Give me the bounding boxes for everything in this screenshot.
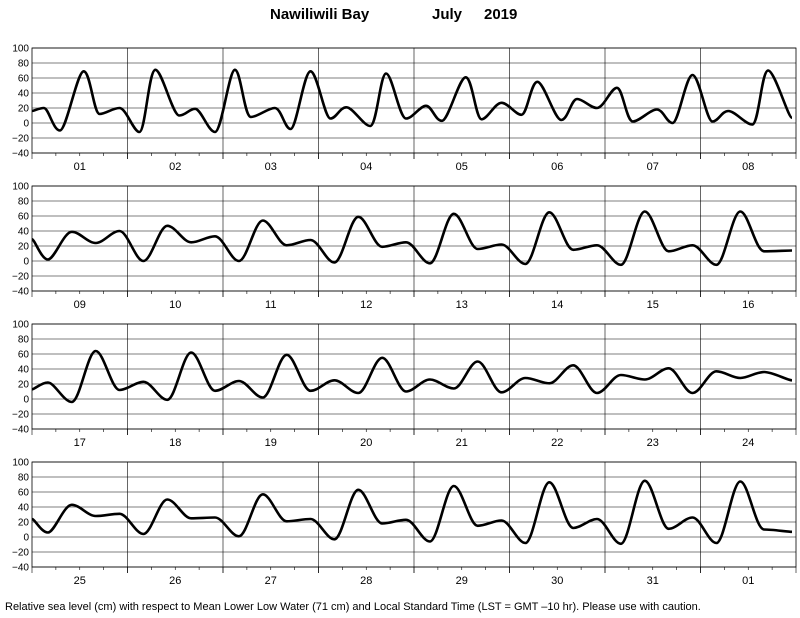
- y-tick-label: 60: [18, 212, 30, 223]
- day-label: 12: [360, 299, 372, 311]
- y-tick-label: −40: [12, 563, 29, 574]
- day-label: 30: [551, 575, 563, 587]
- tide-series-line: [31, 479, 793, 546]
- title-month: July: [432, 6, 463, 23]
- y-tick-label: 0: [23, 119, 29, 130]
- day-label: 07: [647, 161, 659, 173]
- tide-series-line: [31, 349, 793, 404]
- y-tick-label: 80: [18, 473, 30, 484]
- y-tick-label: 40: [18, 365, 30, 376]
- day-label: 20: [360, 437, 372, 449]
- day-label: 10: [169, 299, 181, 311]
- y-tick-label: −20: [12, 272, 29, 283]
- day-label: 05: [456, 161, 468, 173]
- y-tick-label: −40: [12, 287, 29, 298]
- y-tick-label: 100: [12, 320, 29, 331]
- day-label: 31: [647, 575, 659, 587]
- y-tick-label: 100: [12, 182, 29, 193]
- y-tick-label: 60: [18, 488, 30, 499]
- day-label: 19: [265, 437, 277, 449]
- y-tick-label: 0: [23, 257, 29, 268]
- y-tick-label: 0: [23, 395, 29, 406]
- day-label: 25: [74, 575, 86, 587]
- y-tick-label: 20: [18, 242, 30, 253]
- day-label: 22: [551, 437, 563, 449]
- day-label: 16: [742, 299, 754, 311]
- day-label: 21: [456, 437, 468, 449]
- title-location: Nawiliwili Bay: [270, 6, 370, 23]
- day-label: 01: [742, 575, 754, 587]
- y-tick-label: 60: [18, 350, 30, 361]
- day-label: 29: [456, 575, 468, 587]
- y-tick-label: −40: [12, 149, 29, 160]
- day-label: 26: [169, 575, 181, 587]
- y-tick-label: −40: [12, 425, 29, 436]
- y-tick-label: 20: [18, 518, 30, 529]
- y-tick-label: 20: [18, 104, 30, 115]
- y-tick-label: 80: [18, 197, 30, 208]
- y-tick-label: 60: [18, 74, 30, 85]
- y-tick-label: 40: [18, 503, 30, 514]
- chart-title: Nawiliwili Bay July 2019: [0, 6, 800, 28]
- day-label: 27: [265, 575, 277, 587]
- day-label: 15: [647, 299, 659, 311]
- tide-series-line: [31, 210, 793, 267]
- day-label: 02: [169, 161, 181, 173]
- y-tick-label: 100: [12, 44, 29, 55]
- y-tick-label: −20: [12, 548, 29, 559]
- y-tick-label: 40: [18, 227, 30, 238]
- y-tick-label: −20: [12, 410, 29, 421]
- day-label: 14: [551, 299, 563, 311]
- y-tick-label: 20: [18, 380, 30, 391]
- day-label: 03: [265, 161, 277, 173]
- tide-series-line: [31, 68, 794, 134]
- y-tick-label: 40: [18, 89, 30, 100]
- day-label: 09: [74, 299, 86, 311]
- footnote: Relative sea level (cm) with respect to …: [5, 601, 701, 613]
- y-tick-label: 80: [18, 335, 30, 346]
- day-label: 24: [742, 437, 754, 449]
- day-label: 06: [551, 161, 563, 173]
- day-label: 13: [456, 299, 468, 311]
- y-tick-label: 80: [18, 59, 30, 70]
- day-label: 17: [74, 437, 86, 449]
- y-tick-label: 100: [12, 458, 29, 469]
- title-year: 2019: [484, 6, 518, 23]
- day-label: 18: [169, 437, 181, 449]
- day-label: 11: [265, 299, 276, 311]
- day-label: 23: [647, 437, 659, 449]
- day-label: 08: [742, 161, 754, 173]
- day-label: 28: [360, 575, 372, 587]
- y-tick-label: −20: [12, 134, 29, 145]
- y-tick-label: 0: [23, 533, 29, 544]
- day-label: 04: [360, 161, 372, 173]
- day-label: 01: [74, 161, 86, 173]
